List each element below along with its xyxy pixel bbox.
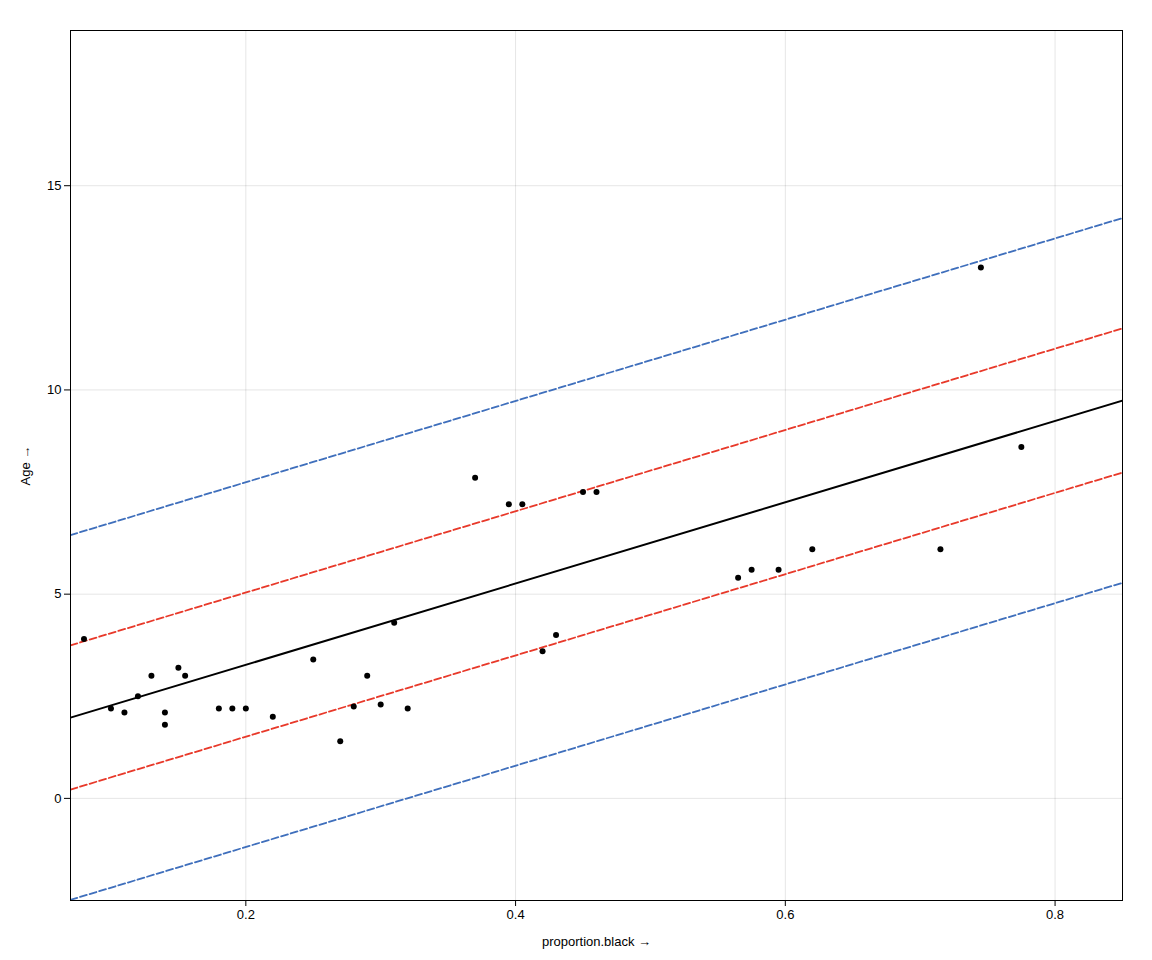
svg-text:0.6: 0.6 <box>776 907 794 922</box>
svg-text:Age →: Age → <box>18 446 33 486</box>
svg-text:proportion.black →: proportion.black → <box>542 934 651 949</box>
svg-text:0.2: 0.2 <box>237 907 255 922</box>
svg-text:0: 0 <box>54 791 61 806</box>
svg-text:0.8: 0.8 <box>1046 907 1064 922</box>
svg-text:10: 10 <box>47 382 61 397</box>
svg-text:0.4: 0.4 <box>507 907 525 922</box>
svg-text:5: 5 <box>54 586 61 601</box>
svg-text:15: 15 <box>47 178 61 193</box>
